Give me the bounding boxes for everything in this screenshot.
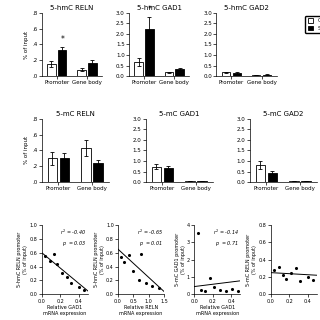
Title: 5-mC GAD2: 5-mC GAD2 <box>263 111 303 117</box>
Title: 5-hmC GAD1: 5-hmC GAD1 <box>137 5 182 11</box>
Point <box>211 284 216 289</box>
Point <box>55 261 60 266</box>
Y-axis label: 5-hmC RELN promoter
(% of input): 5-hmC RELN promoter (% of input) <box>94 232 105 287</box>
Point <box>218 287 223 292</box>
Point <box>156 285 161 291</box>
Point <box>276 264 281 269</box>
Point <box>43 253 48 259</box>
Y-axis label: % of input: % of input <box>24 30 29 59</box>
Point <box>198 287 203 292</box>
Point <box>60 271 65 276</box>
Point <box>64 275 69 280</box>
Bar <box>81 148 91 182</box>
Bar <box>93 163 103 182</box>
Point <box>69 281 74 286</box>
Bar <box>88 63 97 76</box>
Text: $p$  = 0.71: $p$ = 0.71 <box>215 239 239 248</box>
Title: 5-hmC GAD2: 5-hmC GAD2 <box>224 5 269 11</box>
Text: $r^2$ = -0.14: $r^2$ = -0.14 <box>213 228 239 237</box>
Text: $r^2$ = -0.65: $r^2$ = -0.65 <box>137 228 163 237</box>
Point <box>280 273 285 278</box>
Point <box>196 231 201 236</box>
Point <box>143 280 148 285</box>
Point <box>305 275 310 280</box>
Text: *: * <box>148 5 151 14</box>
Bar <box>256 165 265 182</box>
Title: 5-mC GAD1: 5-mC GAD1 <box>159 111 199 117</box>
Bar <box>145 29 154 76</box>
Point <box>229 286 235 292</box>
X-axis label: Relative GAD1
mRNA expression: Relative GAD1 mRNA expression <box>196 305 239 316</box>
Bar <box>77 70 86 76</box>
Bar <box>164 168 173 182</box>
Bar <box>152 167 161 182</box>
Bar <box>185 181 195 182</box>
Text: $p$  = 0.03: $p$ = 0.03 <box>62 239 86 248</box>
Y-axis label: 5-mC GAD1 promoter
(% of input): 5-mC GAD1 promoter (% of input) <box>175 233 186 286</box>
X-axis label: Relative RELN
mRNA expression: Relative RELN mRNA expression <box>119 305 163 316</box>
Point <box>223 289 228 294</box>
Bar <box>60 157 69 182</box>
Point <box>76 284 81 289</box>
Bar <box>233 73 241 76</box>
X-axis label: Relative GAD1
mRNA expression: Relative GAD1 mRNA expression <box>43 305 86 316</box>
Y-axis label: 5-mC RELN promoter
(% of input): 5-mC RELN promoter (% of input) <box>246 233 257 286</box>
Bar <box>289 181 299 182</box>
Point <box>139 252 144 257</box>
Title: 5-mC RELN: 5-mC RELN <box>56 111 95 117</box>
Bar <box>222 72 230 76</box>
Point <box>51 252 56 257</box>
Bar <box>175 69 184 76</box>
Bar <box>47 64 55 76</box>
Bar <box>164 72 173 76</box>
Point <box>131 268 136 273</box>
Point <box>288 271 293 276</box>
Text: $r^2$ = -0.40: $r^2$ = -0.40 <box>60 228 86 237</box>
Point <box>284 276 289 281</box>
Y-axis label: % of input: % of input <box>24 136 29 164</box>
Bar <box>268 172 277 182</box>
Point <box>293 266 298 271</box>
Point <box>203 288 208 293</box>
Point <box>47 258 52 263</box>
Bar <box>197 181 207 182</box>
Point <box>126 252 131 257</box>
Point <box>235 289 240 294</box>
Bar <box>301 181 311 182</box>
Legend: Control, SZ: Control, SZ <box>305 16 320 34</box>
Point <box>310 277 316 282</box>
Y-axis label: 5-hmC RELN promoter
(% of input): 5-hmC RELN promoter (% of input) <box>18 232 28 287</box>
Text: $p$  = 0.01: $p$ = 0.01 <box>139 239 163 248</box>
Bar <box>134 62 143 76</box>
Bar <box>252 75 260 76</box>
Point <box>272 268 277 273</box>
Point <box>136 278 141 283</box>
Point <box>118 254 124 259</box>
Point <box>149 284 154 289</box>
Text: *: * <box>60 35 64 44</box>
Title: 5-hmC RELN: 5-hmC RELN <box>50 5 93 11</box>
Point <box>82 287 87 292</box>
Point <box>207 275 212 280</box>
Point <box>298 279 303 284</box>
Point <box>122 259 127 264</box>
Bar <box>263 75 271 76</box>
Bar <box>58 50 67 76</box>
Bar <box>48 158 57 182</box>
